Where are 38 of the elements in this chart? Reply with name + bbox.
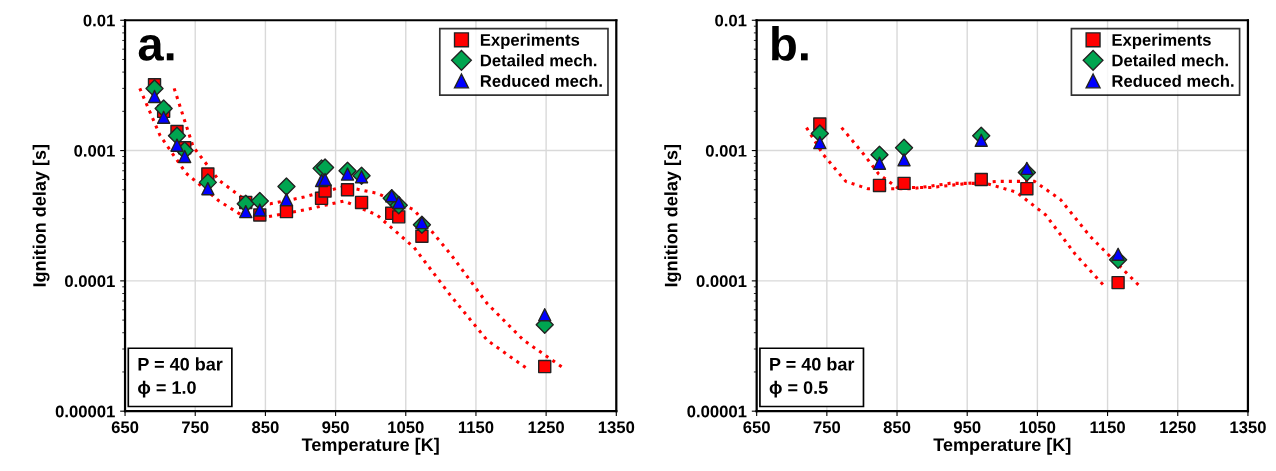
annotation: a. xyxy=(138,34,174,61)
y-tick-label: 0.0001 xyxy=(65,275,115,288)
legend-label: Detailed mech. xyxy=(1112,54,1228,67)
legend-label: Detailed mech. xyxy=(480,54,597,67)
legend-label: Reduced mech. xyxy=(480,74,602,87)
y-axis-title: Ignition delay [s] xyxy=(32,145,50,287)
x-axis-title: Temperature [K] xyxy=(301,437,439,455)
x-tick-label: 1050 xyxy=(388,421,424,434)
x-tick-label: 1150 xyxy=(458,421,494,434)
x-tick-label: 1150 xyxy=(1090,421,1125,434)
x-tick-label: 1350 xyxy=(598,421,635,434)
x-tick-label: 850 xyxy=(252,421,279,434)
x-tick-label: 1350 xyxy=(1230,421,1266,434)
annotation: b. xyxy=(772,26,808,61)
y-axis-title: Ignition delay [s] xyxy=(664,145,682,287)
y-tick-label: 0.001 xyxy=(705,144,747,157)
x-tick-label: 750 xyxy=(182,421,209,434)
annotation: P = 40 bar ϕ = 1.0 xyxy=(138,357,223,398)
x-axis-title: Temperature [K] xyxy=(933,437,1071,455)
x-tick-label: 650 xyxy=(743,421,770,434)
legend-label: Experiments xyxy=(1112,33,1211,50)
x-tick-label: 850 xyxy=(883,421,911,434)
x-tick-label: 650 xyxy=(111,421,139,434)
legend-label: Reduced mech. xyxy=(1112,74,1234,87)
y-tick-label: 0.001 xyxy=(74,144,115,157)
y-tick-label: 0.00001 xyxy=(55,405,115,418)
x-tick-label: 750 xyxy=(813,421,841,434)
x-tick-label: 1050 xyxy=(1019,421,1056,434)
x-tick-label: 1250 xyxy=(1160,421,1196,434)
legend-label: Experiments xyxy=(480,33,580,50)
y-tick-label: 0.0001 xyxy=(696,275,747,288)
annotation: P = 40 bar ϕ = 0.5 xyxy=(769,357,855,398)
y-tick-label: 0.01 xyxy=(715,14,747,27)
x-tick-label: 1250 xyxy=(528,421,564,434)
x-tick-label: 950 xyxy=(322,421,349,434)
x-tick-label: 950 xyxy=(953,421,981,434)
y-tick-label: 0.00001 xyxy=(687,405,747,418)
y-tick-label: 0.01 xyxy=(83,14,115,27)
